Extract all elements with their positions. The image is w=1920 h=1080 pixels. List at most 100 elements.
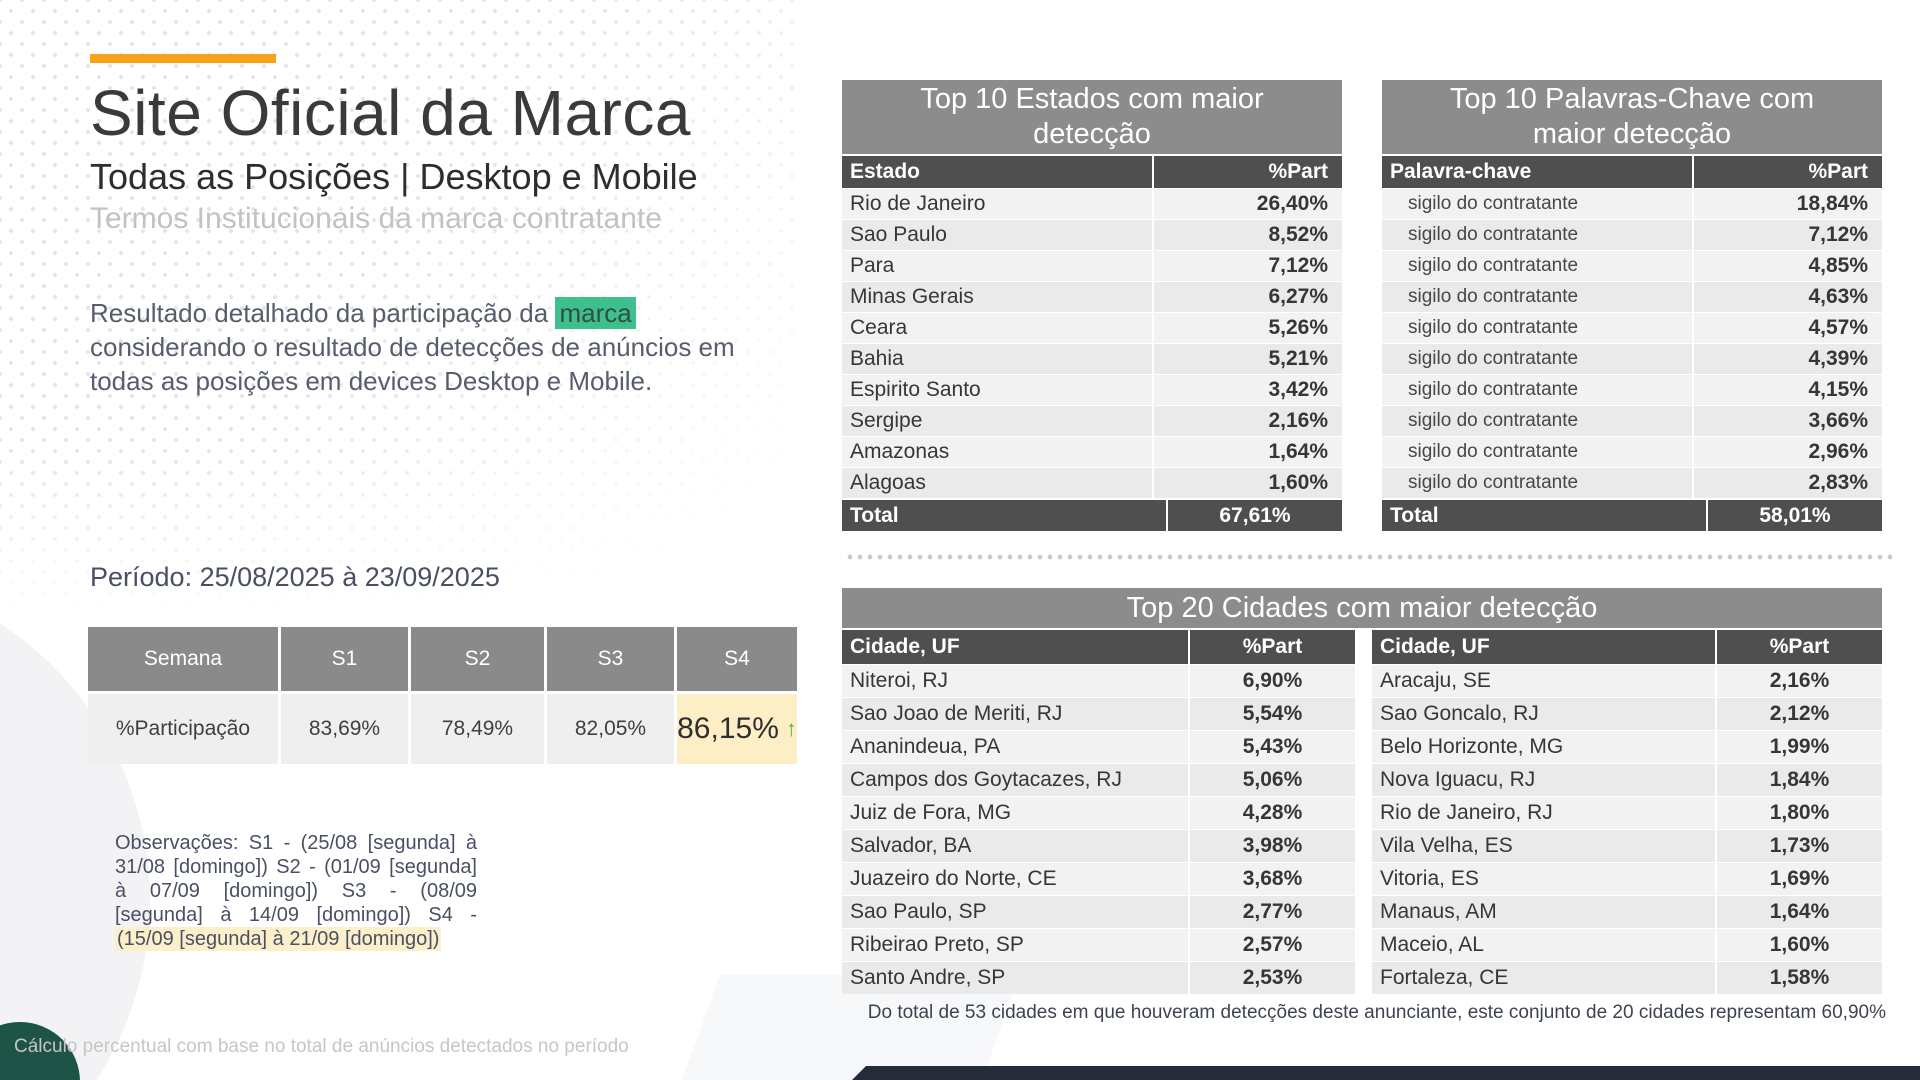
state-name: Sao Paulo (842, 220, 1154, 250)
keyword-part: 4,85% (1808, 254, 1868, 277)
cities-right-header: Cidade, UF %Part (1372, 630, 1882, 664)
cities-columns: Cidade, UF %Part Niteroi, RJ 6,90% Sao Joa… (842, 628, 1882, 994)
week-value-s2: 78,49% (411, 694, 544, 764)
states-table-title: Top 10 Estados com maior detecção (842, 80, 1342, 154)
table-row: sigilo do contratante 3,66% (1382, 406, 1882, 436)
city-name: Niteroi, RJ (842, 665, 1190, 697)
page-tagline: Termos Institucionais da marca contratan… (90, 202, 662, 235)
cities-table-title-text: Top 20 Cidades com maior detecção (1126, 591, 1598, 624)
cities-left-column: Cidade, UF %Part Niteroi, RJ 6,90% Sao Joa… (842, 628, 1355, 994)
table-row: Aracaju, SE 2,16% (1372, 665, 1882, 697)
city-name: Salvador, BA (842, 830, 1190, 862)
table-row: Sao Goncalo, RJ 2,12% (1372, 698, 1882, 730)
keyword-part: 2,96% (1808, 440, 1868, 463)
city-part: 5,54% (1242, 702, 1303, 725)
keyword-name: sigilo do contratante (1382, 468, 1694, 498)
table-row: Niteroi, RJ 6,90% (842, 665, 1355, 697)
city-part: 1,60% (1769, 933, 1830, 956)
cities-right-column: Cidade, UF %Part Aracaju, SE 2,16% Sao Gon… (1372, 628, 1882, 994)
city-part: 1,69% (1769, 867, 1830, 890)
col-part: %Part (1242, 635, 1303, 658)
city-part: 2,12% (1769, 702, 1830, 725)
observations-paragraph: Observações: S1 - (25/08 [segunda] à 31/… (115, 831, 477, 951)
col-estado: Estado (842, 156, 1154, 188)
table-row: sigilo do contratante 4,57% (1382, 313, 1882, 343)
cities-left-header: Cidade, UF %Part (842, 630, 1355, 664)
table-row: Amazonas 1,64% (842, 437, 1342, 467)
keyword-name: sigilo do contratante (1382, 313, 1694, 343)
state-name: Espirito Santo (842, 375, 1154, 405)
city-name: Ribeirao Preto, SP (842, 929, 1190, 961)
table-row: sigilo do contratante 4,15% (1382, 375, 1882, 405)
city-name: Santo Andre, SP (842, 962, 1190, 994)
keyword-name: sigilo do contratante (1382, 406, 1694, 436)
states-rows: Rio de Janeiro 26,40% Sao Paulo 8,52% Para… (842, 189, 1342, 498)
table-row: sigilo do contratante 7,12% (1382, 220, 1882, 250)
city-part: 1,73% (1769, 834, 1830, 857)
keyword-part: 18,84% (1796, 192, 1868, 215)
keywords-table-title-text: Top 10 Palavras-Chave com maior detecção (1449, 83, 1815, 150)
dot-pattern-fade (0, 0, 800, 620)
week-s4-value: 86,15% (677, 712, 779, 745)
col-part: %Part (1268, 160, 1328, 183)
footer-navy-bar (852, 1066, 1920, 1080)
table-row: Espirito Santo 3,42% (842, 375, 1342, 405)
state-name: Para (842, 251, 1154, 281)
keyword-part: 7,12% (1808, 223, 1868, 246)
city-part: 6,90% (1242, 669, 1303, 692)
observations-highlight: (15/09 [segunda] à 21/09 [domingo]) (115, 927, 442, 951)
table-row: Bahia 5,21% (842, 344, 1342, 374)
table-row: Juazeiro do Norte, CE 3,68% (842, 863, 1355, 895)
arrow-up-icon: ↑ (785, 716, 797, 741)
keyword-part: 4,15% (1808, 378, 1868, 401)
keywords-rows: sigilo do contratante 18,84% sigilo do co… (1382, 189, 1882, 498)
col-cidade-uf: Cidade, UF (1372, 630, 1717, 664)
intro-paragraph: Resultado detalhado da participação da m… (90, 296, 770, 398)
table-row: sigilo do contratante 4,63% (1382, 282, 1882, 312)
keyword-name: sigilo do contratante (1382, 220, 1694, 250)
state-name: Amazonas (842, 437, 1154, 467)
col-part: %Part (1769, 635, 1830, 658)
city-part: 1,84% (1769, 768, 1830, 791)
keyword-name: sigilo do contratante (1382, 375, 1694, 405)
table-row: Rio de Janeiro, RJ 1,80% (1372, 797, 1882, 829)
table-row: Ribeirao Preto, SP 2,57% (842, 929, 1355, 961)
city-name: Vila Velha, ES (1372, 830, 1717, 862)
calc-footnote: Cálculo percentual com base no total de … (14, 1036, 629, 1057)
intro-highlight-marca: marca (555, 297, 636, 329)
keyword-name: sigilo do contratante (1382, 251, 1694, 281)
keyword-part: 4,39% (1808, 347, 1868, 370)
city-part: 2,57% (1242, 933, 1303, 956)
week-row-label: %Participação (88, 694, 278, 764)
city-name: Juiz de Fora, MG (842, 797, 1190, 829)
total-label: Total (1382, 500, 1708, 531)
cities-footnote: Do total de 53 cidades em que houveram d… (867, 1002, 1886, 1023)
city-name: Sao Paulo, SP (842, 896, 1190, 928)
city-part: 1,99% (1769, 735, 1830, 758)
keywords-table-title: Top 10 Palavras-Chave com maior detecção (1382, 80, 1882, 154)
city-name: Sao Joao de Meriti, RJ (842, 698, 1190, 730)
state-part: 3,42% (1268, 378, 1328, 401)
states-table: Top 10 Estados com maior detecção Estado… (842, 80, 1342, 531)
table-row: Ananindeua, PA 5,43% (842, 731, 1355, 763)
table-row: Minas Gerais 6,27% (842, 282, 1342, 312)
city-part: 2,53% (1242, 966, 1303, 989)
col-palavra-chave: Palavra-chave (1382, 156, 1694, 188)
city-name: Campos dos Goytacazes, RJ (842, 764, 1190, 796)
table-row: Sao Paulo, SP 2,77% (842, 896, 1355, 928)
table-row: sigilo do contratante 18,84% (1382, 189, 1882, 219)
city-name: Rio de Janeiro, RJ (1372, 797, 1717, 829)
table-row: Santo Andre, SP 2,53% (842, 962, 1355, 994)
state-part: 1,60% (1268, 471, 1328, 494)
table-row: Rio de Janeiro 26,40% (842, 189, 1342, 219)
state-name: Rio de Janeiro (842, 189, 1154, 219)
cities-table: Top 20 Cidades com maior detecção Cidade… (842, 588, 1882, 994)
table-row: Ceara 5,26% (842, 313, 1342, 343)
keyword-part: 4,63% (1808, 285, 1868, 308)
state-part: 1,64% (1268, 440, 1328, 463)
city-name: Juazeiro do Norte, CE (842, 863, 1190, 895)
observations-text: Observações: S1 - (25/08 [segunda] à 31/… (115, 832, 477, 926)
city-name: Fortaleza, CE (1372, 962, 1717, 994)
state-part: 5,26% (1268, 316, 1328, 339)
state-name: Sergipe (842, 406, 1154, 436)
